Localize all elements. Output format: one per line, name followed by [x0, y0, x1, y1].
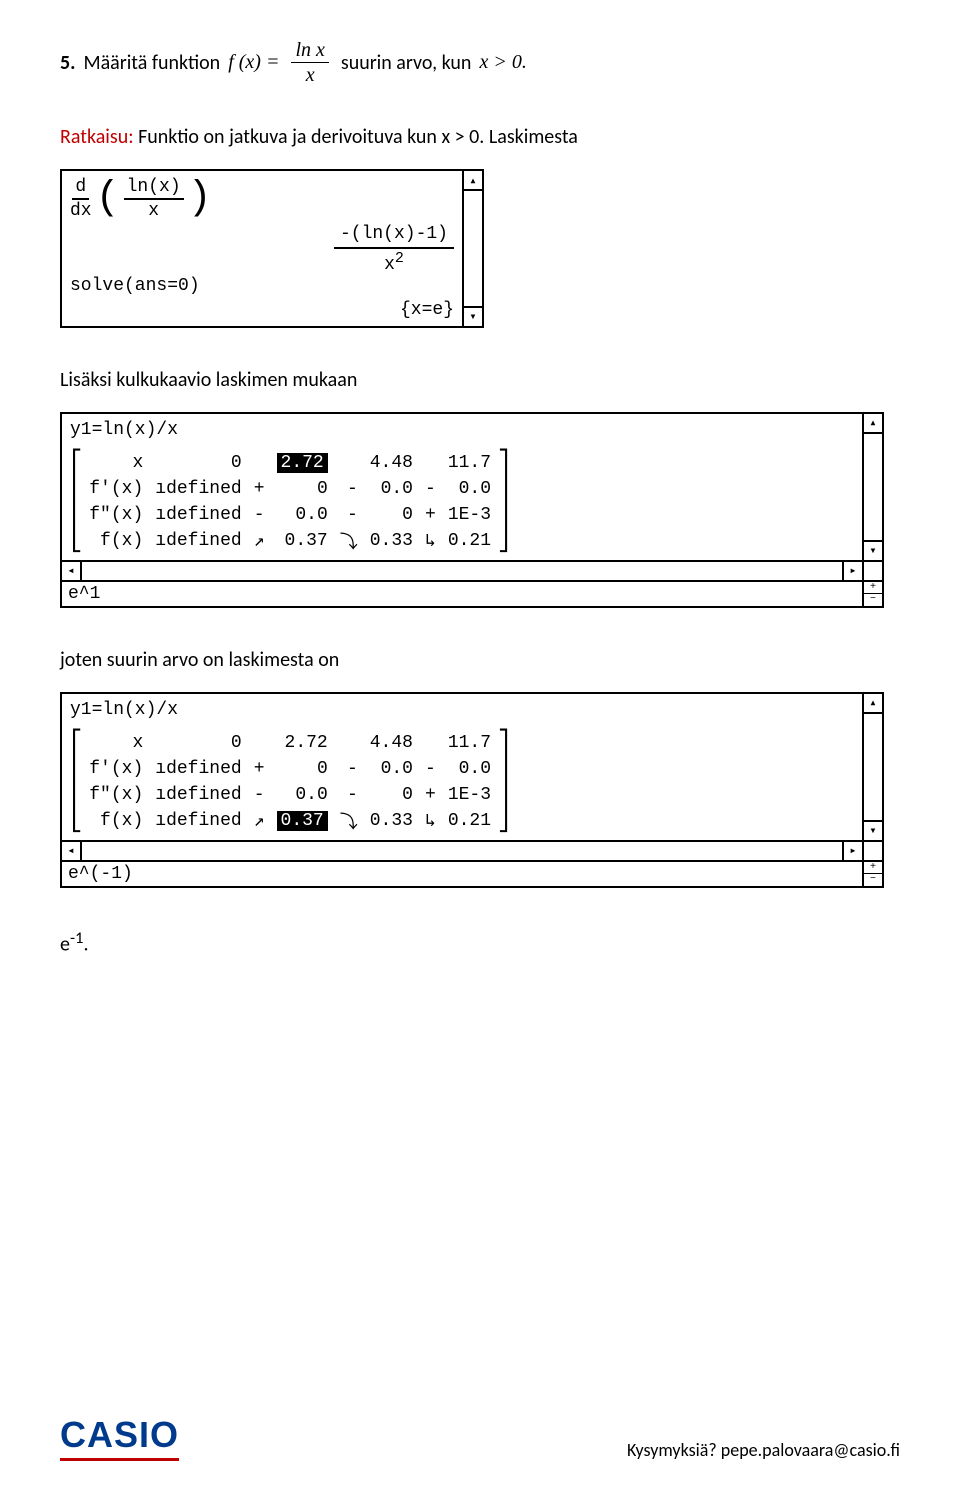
scroll-right-icon[interactable]: ▸: [842, 842, 862, 860]
calc3-header: y1=ln(x)/x: [70, 700, 854, 720]
scrollbar-vertical[interactable]: ▴ ▾: [462, 171, 482, 326]
input-side-buttons[interactable]: +−: [862, 862, 882, 886]
scroll-right-icon[interactable]: ▸: [842, 562, 862, 580]
solution-text: Funktio on jatkuva ja derivoituva kun x …: [134, 125, 578, 149]
scroll-left-icon[interactable]: ◂: [62, 562, 82, 580]
scroll-up-icon[interactable]: ▴: [864, 694, 882, 714]
calc3-table: ⎡x0 2.72 4.48 11.7⎤⎢f'(x)ıdefined+0-0.0-…: [70, 730, 510, 834]
q-before: Määritä funktion: [83, 51, 220, 75]
scrollbar-vertical[interactable]: ▴ ▾: [862, 414, 882, 560]
solution-label: Ratkaisu:: [60, 125, 134, 149]
frac-den: x: [306, 63, 315, 85]
final-answer: e-1.: [60, 928, 900, 957]
para-2: Lisäksi kulkukaavio laskimen mukaan: [60, 368, 900, 392]
derivative-expr: d dx ( ln(x) x ): [70, 178, 212, 220]
q-cond: x > 0.: [479, 51, 526, 74]
calc2-input[interactable]: e^1: [62, 582, 862, 606]
scroll-down-icon[interactable]: ▾: [864, 820, 882, 840]
scroll-left-icon[interactable]: ◂: [62, 842, 82, 860]
para-3: joten suurin arvo on laskimesta on: [60, 648, 900, 672]
calc3-input[interactable]: e^(-1): [62, 862, 862, 886]
calc2-table: ⎡x0 2.72 4.48 11.7⎤⎢f'(x)ıdefined+0-0.0-…: [70, 450, 510, 554]
scrollbar-vertical[interactable]: ▴ ▾: [862, 694, 882, 840]
calc-screenshot-2: y1=ln(x)/x ⎡x0 2.72 4.48 11.7⎤⎢f'(x)ıdef…: [60, 412, 884, 608]
question-text: 5. Määritä funktion f (x) = ln x x suuri…: [60, 40, 900, 85]
calc2-header: y1=ln(x)/x: [70, 420, 854, 440]
calc-screenshot-1: d dx ( ln(x) x ) -(ln(x)-1) x2 solve(ans…: [60, 169, 484, 328]
scroll-up-icon[interactable]: ▴: [464, 171, 482, 191]
scrollbar-horizontal[interactable]: ◂ ▸: [62, 560, 882, 580]
solve-result: {x=e}: [70, 300, 454, 320]
solve-line: solve(ans=0): [70, 276, 454, 296]
fx-lhs: f (x) =: [228, 51, 279, 74]
input-side-buttons[interactable]: +−: [862, 582, 882, 606]
q-mid: suurin arvo, kun: [341, 51, 472, 75]
solution-intro: Ratkaisu: Funktio on jatkuva ja derivoit…: [60, 125, 900, 149]
calc-screenshot-3: y1=ln(x)/x ⎡x0 2.72 4.48 11.7⎤⎢f'(x)ıdef…: [60, 692, 884, 888]
footer-text: Kysymyksiä? pepe.palovaara@casio.fi: [627, 1439, 900, 1461]
scrollbar-horizontal[interactable]: ◂ ▸: [62, 840, 882, 860]
fx-frac: ln x x: [291, 40, 328, 85]
scroll-down-icon[interactable]: ▾: [464, 306, 482, 326]
scroll-down-icon[interactable]: ▾: [864, 540, 882, 560]
question-number: 5.: [60, 51, 75, 75]
casio-logo: CASIO: [60, 1414, 179, 1461]
scroll-up-icon[interactable]: ▴: [864, 414, 882, 434]
derivative-result: -(ln(x)-1) x2: [334, 225, 454, 276]
frac-num: ln x: [291, 40, 328, 63]
